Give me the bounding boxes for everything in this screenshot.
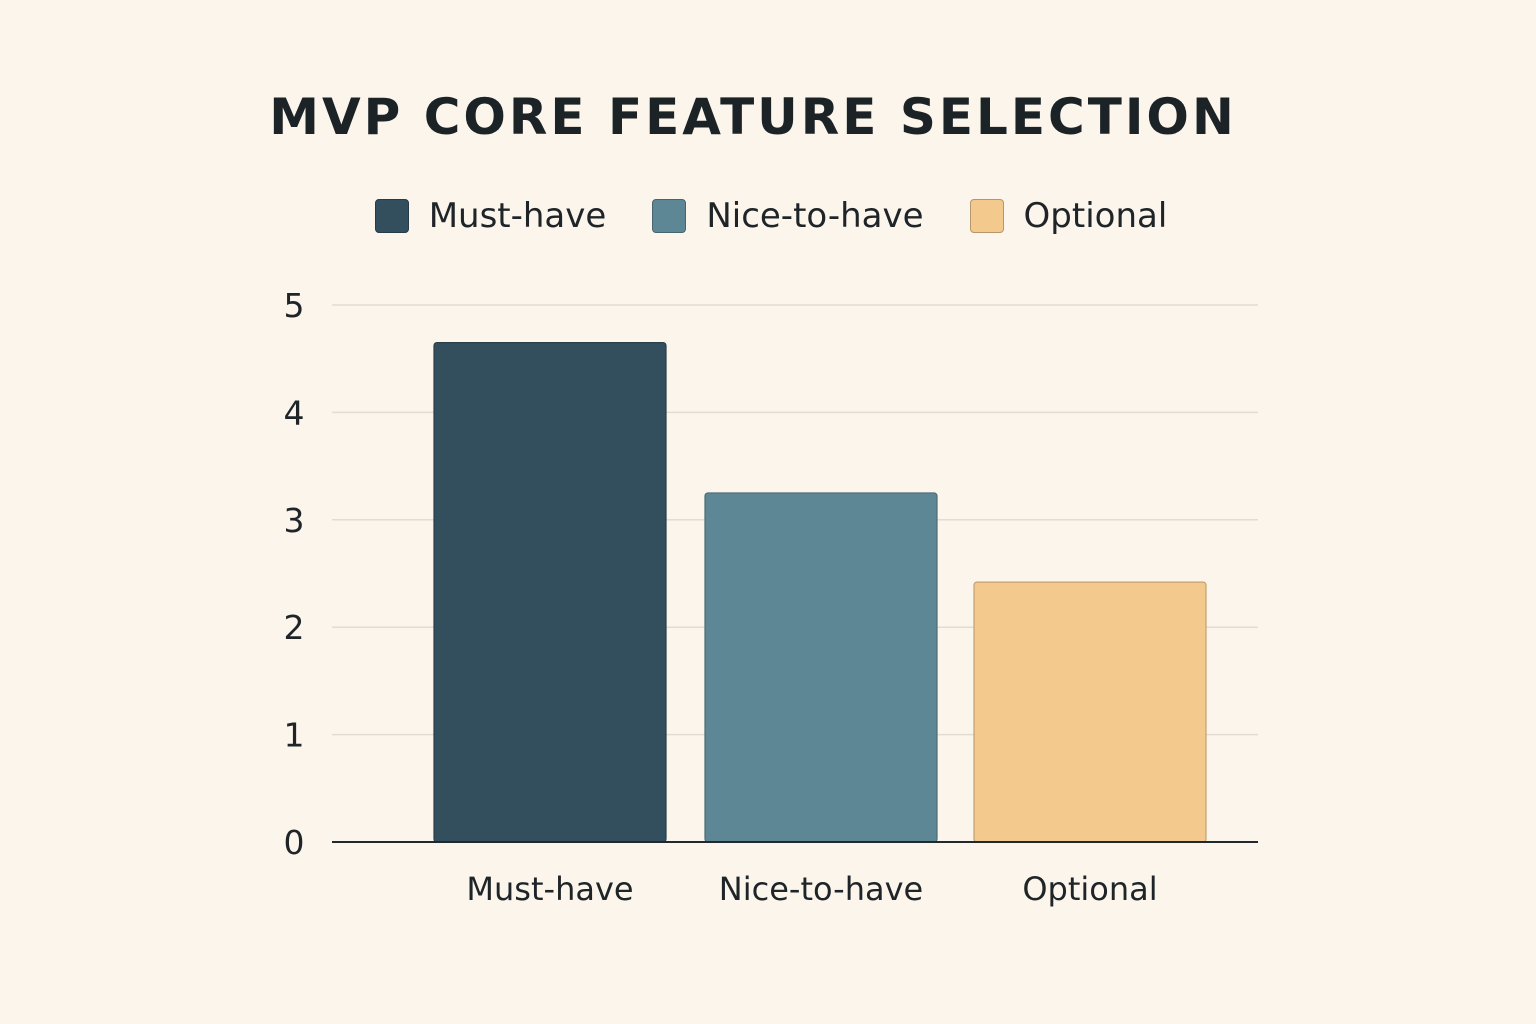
x-tick-label-must-have: Must-have (466, 870, 633, 908)
legend-item-nice-to-have: Nice-to-have (652, 196, 924, 236)
legend-swatch-optional (969, 199, 1004, 233)
x-tick-label-optional: Optional (1022, 870, 1157, 908)
legend-item-must-have: Must-have (374, 196, 607, 236)
chart-title: MVP CORE FEATURE SELECTION (269, 88, 1237, 146)
legend-item-optional: Optional (969, 196, 1168, 236)
y-tick-label-1: 1 (284, 716, 305, 755)
legend-label-nice-to-have: Nice-to-have (706, 196, 924, 236)
y-tick-label-4: 4 (284, 393, 305, 432)
y-tick-label-2: 2 (284, 608, 305, 647)
bar-optional (973, 581, 1207, 843)
bar-must-have (433, 341, 667, 843)
y-tick-label-5: 5 (284, 286, 305, 325)
legend: Must-have Nice-to-have Optional (0, 196, 1536, 236)
y-tick-label-0: 0 (284, 823, 305, 862)
bar-nice-to-have (704, 492, 938, 843)
x-tick-label-nice-to-have: Nice-to-have (719, 870, 923, 908)
legend-swatch-must-have (374, 199, 409, 233)
y-tick-label-3: 3 (284, 501, 305, 540)
legend-label-must-have: Must-have (428, 196, 607, 236)
legend-label-optional: Optional (1023, 196, 1168, 236)
legend-swatch-nice-to-have (652, 199, 687, 233)
